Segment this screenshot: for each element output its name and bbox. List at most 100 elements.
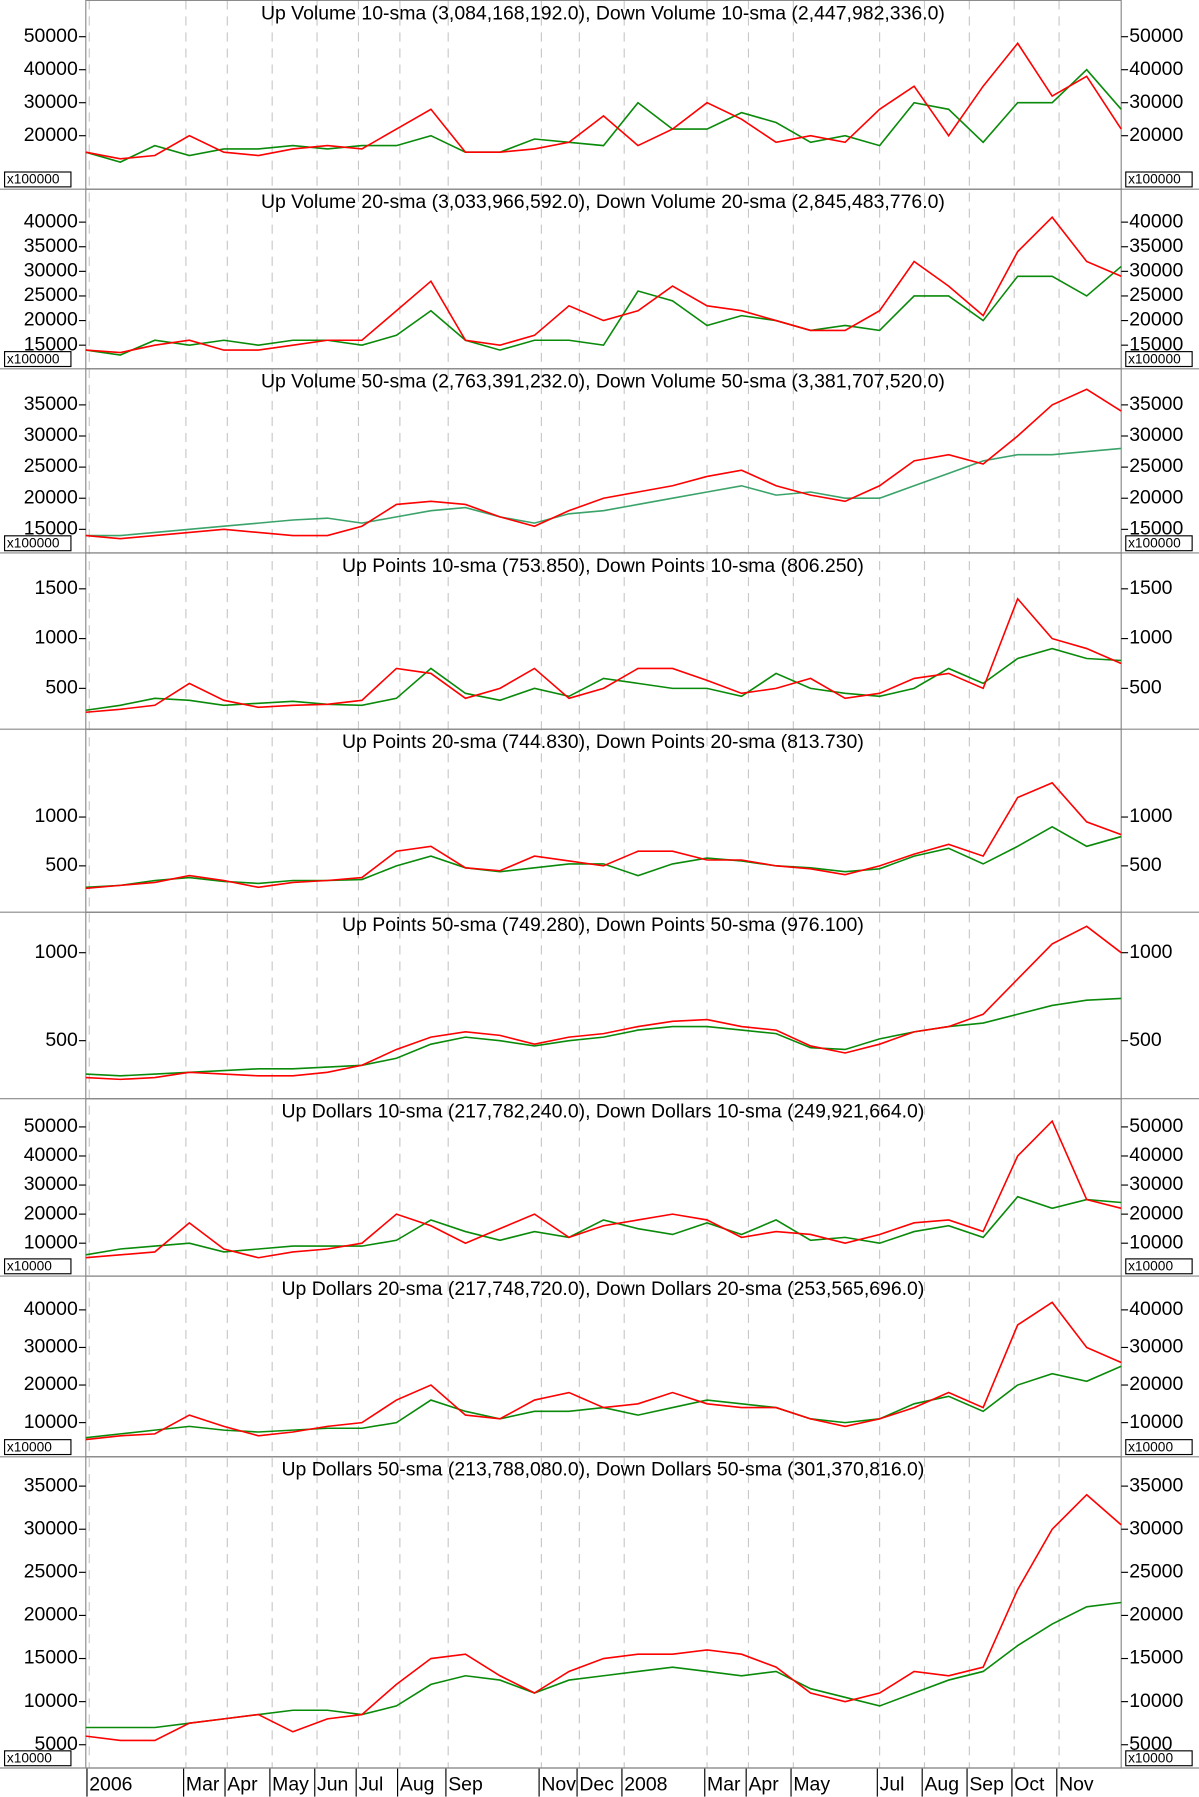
y-tick-label: 35000 (1129, 393, 1183, 415)
chart-title: Up Points 20-sma (744.830), Down Points … (342, 731, 864, 753)
y-tick-label: 30000 (24, 1336, 78, 1358)
y-tick-label: 30000 (1129, 259, 1183, 281)
x-tick-label: Nov (541, 1773, 576, 1795)
y-tick-label: 20000 (1129, 486, 1183, 508)
y-tick-label: 500 (1129, 1029, 1162, 1051)
y-tick-label: 15000 (1129, 1647, 1183, 1669)
y-tick-label: 30000 (1129, 1336, 1183, 1358)
x-tick-label: Nov (1059, 1773, 1094, 1795)
chart-title: Up Dollars 10-sma (217,782,240.0), Down … (282, 1101, 925, 1123)
y-tick-label: 10000 (24, 1690, 78, 1712)
y-tick-label: 20000 (24, 1373, 78, 1395)
y-tick-label: 30000 (24, 259, 78, 281)
y-tick-label: 25000 (24, 1560, 78, 1582)
series-line (85, 41, 1122, 160)
y-tick-label: 50000 (24, 25, 78, 47)
series-line (85, 825, 1122, 889)
y-tick-label: 500 (1129, 677, 1162, 699)
series-line (85, 216, 1122, 354)
y-tick-label: 30000 (24, 424, 78, 446)
x-tick-label: Apr (748, 1773, 779, 1795)
x-tick-label: Mar (707, 1773, 741, 1795)
y-tick-label: 35000 (1129, 1474, 1183, 1496)
y-tick-label: 10000 (1129, 1690, 1183, 1712)
y-tick-label: 15000 (1129, 517, 1183, 539)
scale-label-box (1125, 351, 1193, 368)
y-tick-label: 1000 (1129, 941, 1172, 963)
scale-label-box (1125, 1750, 1193, 1767)
scale-label-box (1125, 171, 1193, 188)
scale-label: x100000 (1128, 351, 1181, 366)
y-tick-label: 10000 (1129, 1231, 1183, 1253)
chart-title: Up Volume 20-sma (3,033,966,592.0), Down… (261, 191, 945, 213)
series-line (85, 925, 1122, 1081)
y-tick-label: 10000 (24, 1411, 78, 1433)
scale-label-box (4, 1750, 72, 1767)
y-tick-label: 500 (45, 677, 78, 699)
x-tick-label: 2008 (624, 1773, 667, 1795)
x-tick-label: Jul (880, 1773, 905, 1795)
y-tick-label: 20000 (1129, 1202, 1183, 1224)
y-tick-label: 25000 (24, 455, 78, 477)
y-tick-label: 50000 (1129, 25, 1183, 47)
y-tick-label: 1000 (35, 941, 78, 963)
y-tick-label: 40000 (1129, 58, 1183, 80)
y-tick-label: 40000 (24, 58, 78, 80)
scale-label: x10000 (7, 1750, 52, 1765)
x-tick-label: Oct (1014, 1773, 1045, 1795)
scale-label-box (4, 535, 72, 552)
series-line (85, 388, 1122, 540)
x-tick-label: May (793, 1773, 830, 1795)
scale-label-box (4, 351, 72, 368)
y-tick-label: 40000 (1129, 1144, 1183, 1166)
y-tick-label: 15000 (1129, 333, 1183, 355)
y-tick-label: 1000 (35, 805, 78, 827)
y-tick-label: 30000 (24, 91, 78, 113)
y-tick-label: 30000 (1129, 1517, 1183, 1539)
y-tick-label: 25000 (1129, 284, 1183, 306)
scale-label-box (4, 171, 72, 188)
y-tick-label: 35000 (24, 393, 78, 415)
y-tick-label: 35000 (24, 1474, 78, 1496)
y-tick-label: 50000 (1129, 1115, 1183, 1137)
chart-title: Up Volume 50-sma (2,763,391,232.0), Down… (261, 371, 945, 393)
y-tick-label: 35000 (1129, 235, 1183, 257)
x-tick-label: May (272, 1773, 309, 1795)
y-tick-label: 15000 (24, 333, 78, 355)
series-line (85, 781, 1122, 890)
scale-label: x10000 (1128, 1439, 1173, 1454)
y-tick-label: 5000 (35, 1733, 78, 1755)
x-tick-label: 2006 (89, 1773, 132, 1795)
y-tick-label: 500 (45, 854, 78, 876)
y-tick-label: 20000 (24, 124, 78, 146)
y-tick-label: 40000 (1129, 210, 1183, 232)
y-tick-label: 20000 (24, 1202, 78, 1224)
series-line (85, 1119, 1122, 1259)
scale-label: x10000 (7, 1439, 52, 1454)
series-line (85, 1493, 1122, 1742)
y-tick-label: 10000 (24, 1231, 78, 1253)
y-tick-label: 20000 (1129, 309, 1183, 331)
chart-title: Up Points 50-sma (749.280), Down Points … (342, 914, 864, 936)
x-tick-label: Sep (448, 1773, 483, 1795)
y-tick-label: 20000 (24, 309, 78, 331)
scale-label: x10000 (1128, 1750, 1173, 1765)
chart-title: Up Dollars 20-sma (217,748,720.0), Down … (282, 1278, 925, 1300)
y-tick-label: 30000 (1129, 91, 1183, 113)
scale-label: x100000 (7, 535, 60, 550)
y-tick-label: 20000 (24, 1604, 78, 1626)
y-tick-label: 20000 (1129, 124, 1183, 146)
y-tick-label: 30000 (1129, 1173, 1183, 1195)
y-tick-label: 40000 (24, 210, 78, 232)
series-line (85, 68, 1122, 163)
y-tick-label: 30000 (1129, 424, 1183, 446)
y-tick-label: 10000 (1129, 1411, 1183, 1433)
y-tick-label: 15000 (24, 1647, 78, 1669)
scale-label-box (1125, 1439, 1193, 1456)
y-tick-label: 25000 (24, 284, 78, 306)
y-tick-label: 1500 (1129, 577, 1172, 599)
scale-label: x100000 (1128, 172, 1181, 187)
